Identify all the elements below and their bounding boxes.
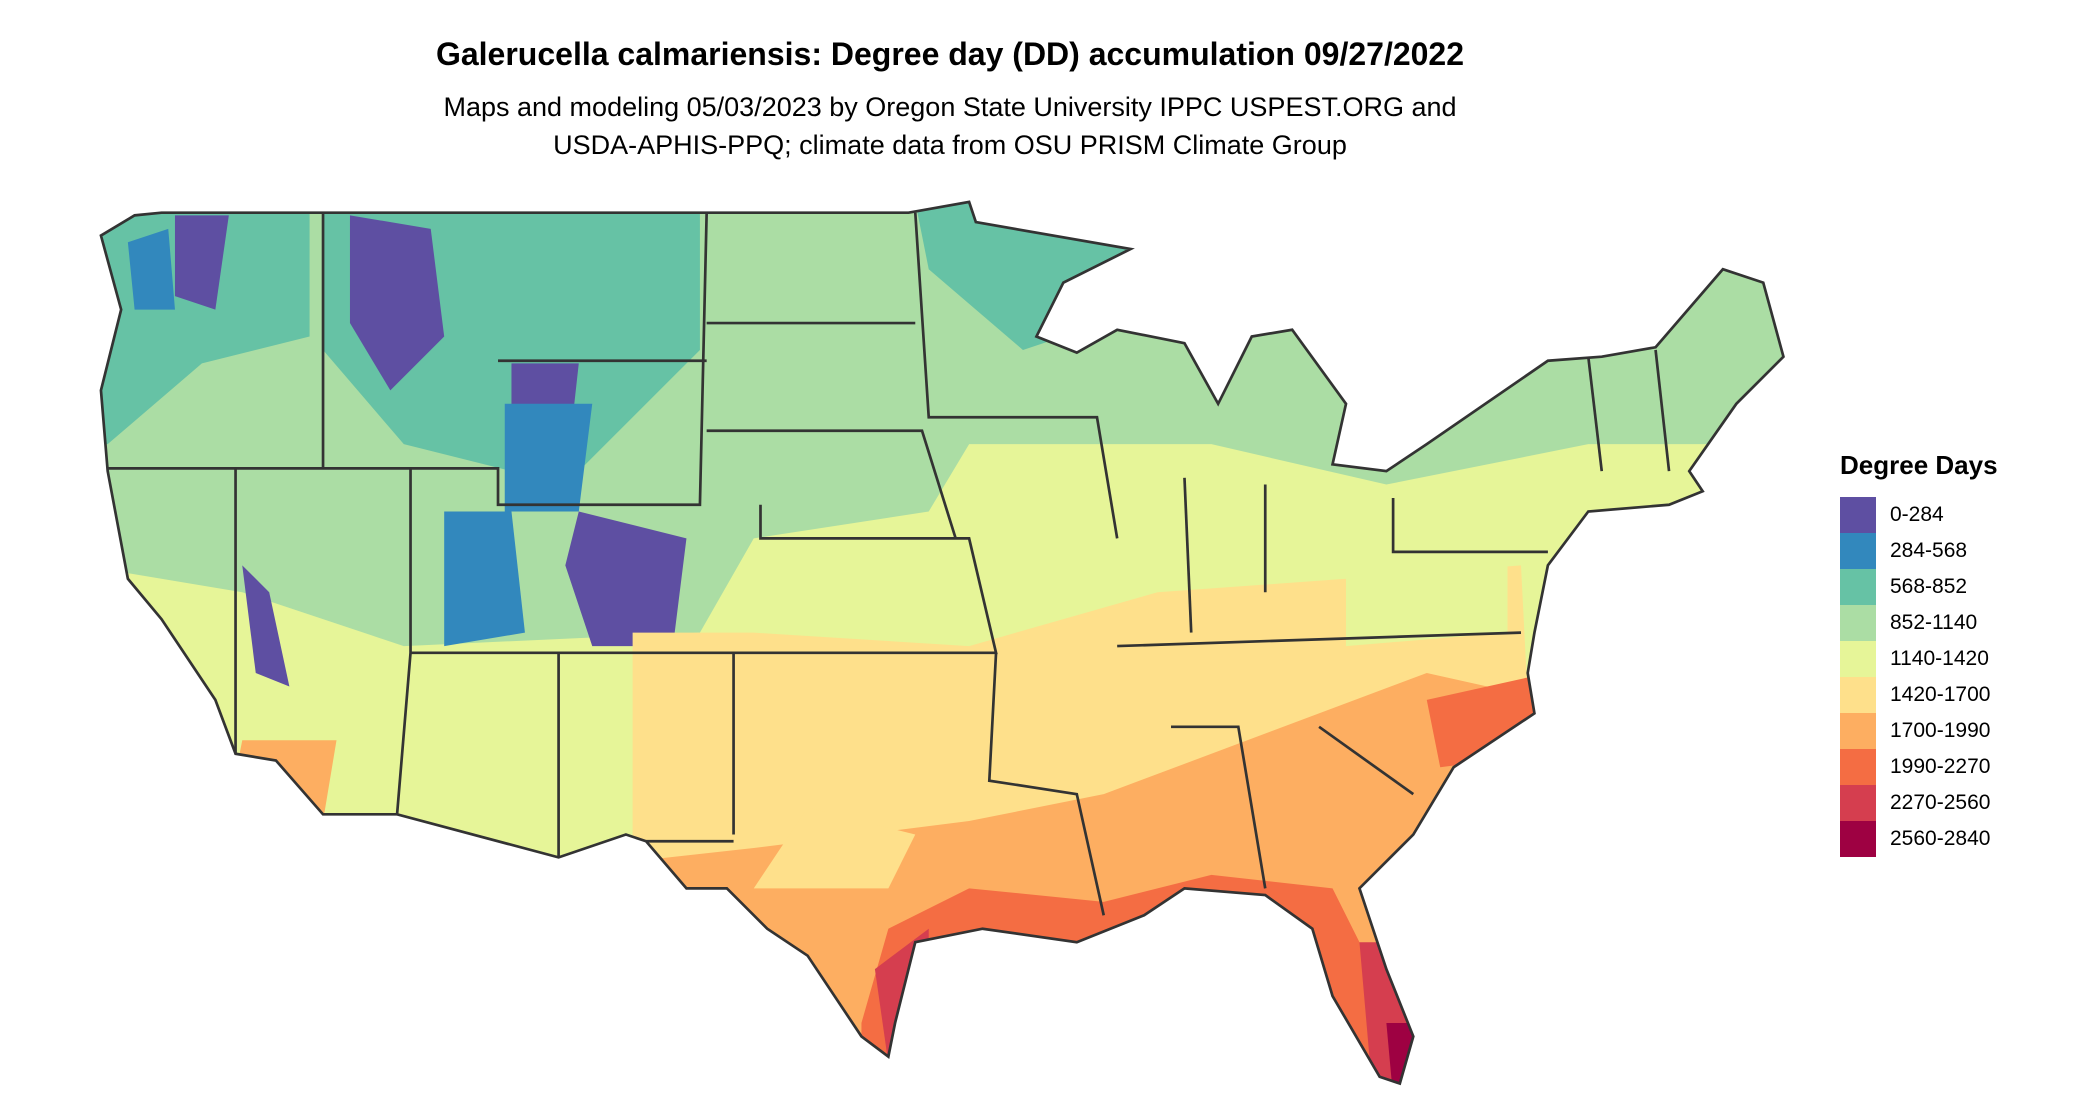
dd-region-1700-1990 — [228, 740, 337, 822]
legend-label: 0-284 — [1890, 503, 1944, 526]
legend-label: 1700-1990 — [1890, 719, 1991, 742]
state-border — [1391, 498, 1548, 554]
legend-swatch — [1840, 569, 1876, 605]
dd-region-0-284 — [349, 215, 445, 391]
dd-region-284-568 — [504, 403, 593, 512]
degree-day-raster — [100, 201, 1784, 1084]
dd-region-1420-1700 — [753, 807, 916, 889]
legend-swatch — [1840, 749, 1876, 785]
legend-label: 2270-2560 — [1890, 791, 1991, 814]
state-border — [1183, 477, 1193, 633]
state-border — [987, 652, 1106, 916]
map-subtitle-line-2: USDA-APHIS-PPQ; climate data from OSU PR… — [553, 130, 1347, 160]
state-border — [706, 429, 957, 539]
map-subtitle-line-1: Maps and modeling 05/03/2023 by Oregon S… — [443, 92, 1457, 122]
legend-label: 1140-1420 — [1890, 647, 1989, 670]
state-border — [1586, 356, 1604, 472]
legend-item: 0-284 — [1840, 497, 1998, 533]
legend-item: 1990-2270 — [1840, 749, 1998, 785]
legend-item: 284-568 — [1840, 533, 1998, 569]
legend-item: 1140-1420 — [1840, 641, 1998, 677]
legend: Degree Days 0-284 284-568 568-852 852-1140 1… — [1840, 450, 1998, 857]
dd-region-284-568 — [444, 511, 525, 647]
dd-region-0-284 — [242, 565, 290, 687]
legend-label: 852-1140 — [1890, 611, 1978, 634]
dd-region-0-284 — [174, 215, 229, 310]
legend-swatch — [1840, 605, 1876, 641]
dd-region-1140-1420 — [1346, 551, 1508, 647]
legend-item: 2560-2840 — [1840, 821, 1998, 857]
legend-label: 2560-2840 — [1890, 827, 1991, 850]
legend-swatch — [1840, 713, 1876, 749]
state-border — [1654, 349, 1671, 472]
legend-item: 1700-1990 — [1840, 713, 1998, 749]
legend-swatch — [1840, 677, 1876, 713]
map-title: Galerucella calmariensis: Degree day (DD… — [435, 36, 1465, 72]
legend-item: 852-1140 — [1840, 605, 1998, 641]
state-border — [107, 212, 708, 507]
legend-swatch — [1840, 533, 1876, 569]
state-border — [913, 212, 1119, 539]
legend-swatch — [1840, 821, 1876, 857]
us-outline — [99, 200, 1785, 1086]
dd-region-0-284 — [565, 511, 687, 647]
dd-region-284-568 — [127, 228, 175, 310]
legend-title: Degree Days — [1840, 450, 1998, 480]
state-border — [1117, 631, 1522, 648]
legend-swatch — [1840, 785, 1876, 821]
state-border — [1318, 725, 1415, 796]
legend-swatch — [1840, 641, 1876, 677]
legend-swatch — [1840, 497, 1876, 533]
state-borders — [107, 212, 1671, 916]
state-border — [733, 504, 998, 655]
legend-item: 2270-2560 — [1840, 785, 1998, 821]
legend-label: 1420-1700 — [1890, 683, 1991, 706]
legend-label: 284-568 — [1890, 539, 1968, 562]
state-border — [1171, 725, 1267, 889]
legend-label: 568-852 — [1890, 575, 1968, 598]
legend-label: 1990-2270 — [1890, 755, 1991, 778]
legend-item: 568-852 — [1840, 569, 1998, 605]
legend-item: 1420-1700 — [1840, 677, 1998, 713]
